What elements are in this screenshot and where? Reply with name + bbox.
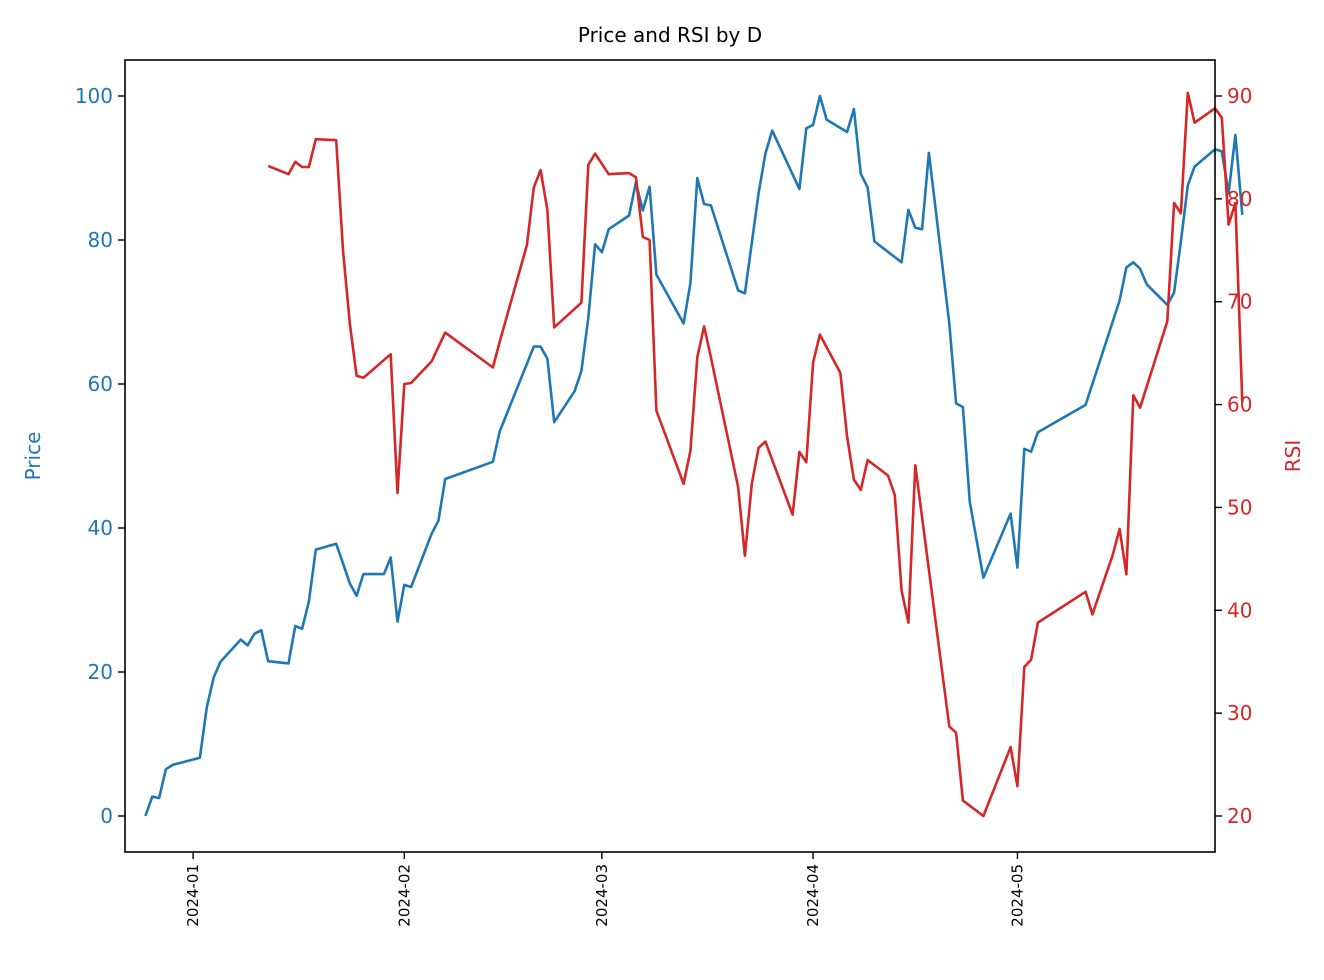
y-left-tick-label: 0: [100, 804, 113, 828]
y-right-tick-label: 90: [1227, 84, 1252, 108]
y-right-tick-label: 30: [1227, 701, 1252, 725]
plot-frame: [124, 59, 1216, 853]
chart-title: Price and RSI by D: [578, 23, 762, 47]
y-right-axis-label: RSI: [1281, 440, 1305, 473]
y-left-tick-label: 20: [88, 660, 113, 684]
y-right-tick-label: 80: [1227, 187, 1252, 211]
x-tick-label: 2024-04: [804, 864, 822, 927]
y-left-axis-label: Price: [21, 432, 45, 481]
y-right-tick-label: 50: [1227, 495, 1252, 519]
axes: 2024-01 2024-02 2024-03 2024-04 2024-05 0 20 40…: [21, 59, 1305, 927]
series-line-price: [144, 94, 1244, 817]
series-line-rsi: [267, 91, 1244, 818]
y-left-tick-label: 80: [88, 228, 113, 252]
y-left-tick-label: 100: [75, 84, 113, 108]
x-tick-label: 2024-01: [184, 864, 202, 927]
y-right-tick-label: 20: [1227, 804, 1252, 828]
x-tick-label: 2024-02: [395, 864, 413, 927]
plot-area: [144, 91, 1244, 818]
y-right-tick-label: 70: [1227, 290, 1252, 314]
y-right-tick-label: 60: [1227, 393, 1252, 417]
y-right-tick-label: 40: [1227, 598, 1252, 622]
x-tick-label: 2024-03: [593, 864, 611, 927]
y-left-tick-label: 60: [88, 372, 113, 396]
x-tick-label: 2024-05: [1008, 864, 1026, 927]
y-left-tick-label: 40: [88, 516, 113, 540]
